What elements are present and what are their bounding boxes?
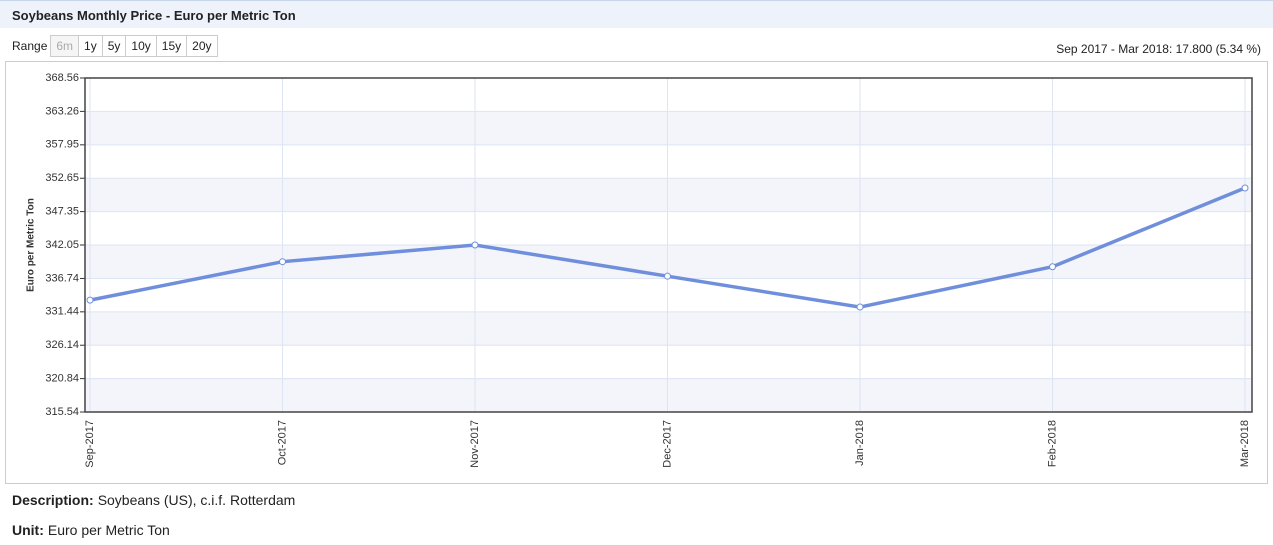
- point: [471, 241, 479, 249]
- y-tick-label: 331.44: [45, 306, 79, 318]
- point: [1049, 263, 1056, 271]
- grid-band: [85, 111, 1252, 145]
- y-tick-label: 352.65: [45, 172, 79, 184]
- range-button[interactable]: 20y: [186, 35, 218, 57]
- y-tick-label: 336.74: [45, 272, 79, 284]
- grid-band: [85, 311, 1252, 346]
- x-tick-label: Feb-2018: [1046, 420, 1058, 467]
- description-label: Description:: [12, 492, 94, 508]
- description: Description: Soybeans (US), c.i.f. Rotter…: [12, 492, 295, 508]
- y-tick-label: 326.14: [45, 339, 79, 351]
- description-text: Soybeans (US), c.i.f. Rotterdam: [97, 492, 296, 508]
- point: [1241, 184, 1249, 192]
- point: [86, 296, 94, 304]
- point: [279, 258, 286, 266]
- y-tick-label: 315.54: [45, 406, 79, 418]
- x-tick-label: Sep-2017: [84, 420, 96, 468]
- y-tick-label: 368.56: [45, 72, 79, 84]
- range-button[interactable]: 10y: [125, 35, 157, 57]
- grid-band: [85, 178, 1252, 212]
- chart: 315.54 320.84 326.14 331.44 336.74 342.05 347.…: [26, 72, 1253, 468]
- grid-band: [85, 378, 1252, 412]
- plot-border: [84, 77, 1253, 413]
- x-tick-label: Jan-2018: [854, 420, 866, 466]
- y-tick-label: 363.26: [45, 105, 79, 117]
- unit: Unit: Euro per Metric Ton: [12, 522, 170, 538]
- range-button[interactable]: 5y: [101, 35, 127, 57]
- y-tick-label: 357.95: [45, 139, 79, 151]
- range-button[interactable]: 6m: [50, 35, 80, 57]
- range-button[interactable]: 15y: [155, 35, 188, 57]
- range-button[interactable]: 1y: [78, 35, 103, 57]
- range-bar: Range 6m 1y 5y 10y 15y 20y: [12, 35, 218, 57]
- y-tick-label: 347.35: [45, 206, 79, 218]
- point: [856, 303, 864, 311]
- x-tick-label: Dec-2017: [661, 420, 673, 468]
- x-tick-label: Oct-2017: [276, 420, 288, 465]
- y-axis-label: Euro per Metric Ton: [26, 198, 37, 292]
- unit-label: Unit:: [12, 522, 44, 538]
- header: Soybeans Monthly Price - Euro per Metric…: [0, 0, 1273, 28]
- chart-frame: [5, 61, 1268, 484]
- title: Soybeans Monthly Price - Euro per Metric…: [12, 8, 296, 23]
- point: [664, 272, 671, 280]
- unit-text: Euro per Metric Ton: [47, 522, 170, 538]
- y-tick-label: 342.05: [45, 239, 79, 251]
- x-tick-label: Mar-2018: [1239, 420, 1251, 467]
- range-summary: Sep 2017 - Mar 2018: 17.800 (5.34 %): [1056, 42, 1261, 56]
- range-buttons: 6m 1y 5y 10y 15y 20y: [50, 35, 218, 57]
- x-tick-label: Nov-2017: [469, 420, 481, 468]
- range-label: Range: [12, 39, 48, 53]
- y-tick-label: 320.84: [45, 373, 79, 385]
